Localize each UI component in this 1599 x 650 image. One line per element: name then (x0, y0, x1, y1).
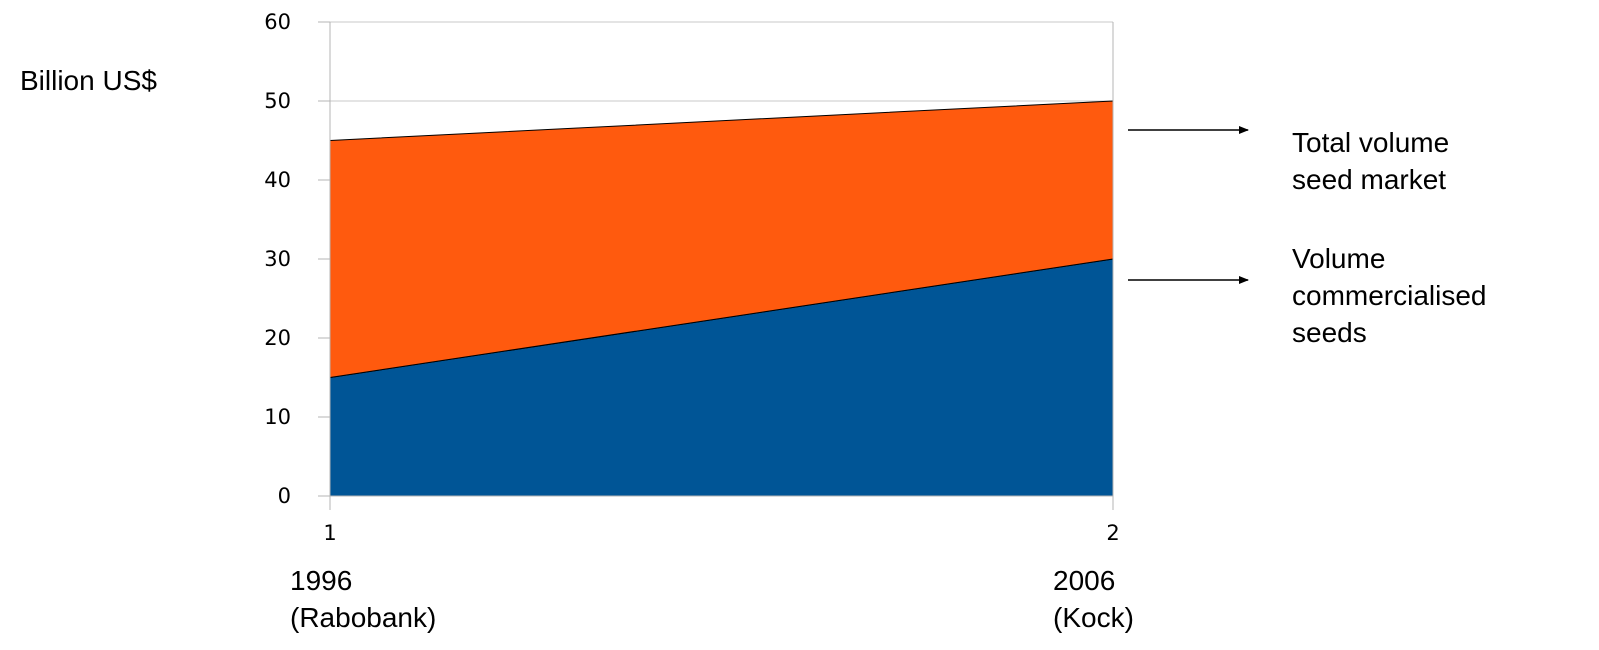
y-axis-label: Billion US$ (20, 65, 157, 96)
ytick-label-30: 30 (264, 247, 291, 271)
annotation-arrows (1128, 126, 1249, 284)
annotation-total-line-2: seed market (1292, 164, 1447, 195)
x-annotation-year-1: 1996 (290, 565, 352, 596)
ytick-label-50: 50 (264, 89, 291, 113)
ytick-label-60: 60 (264, 10, 291, 34)
y-axis-ticks: 0 10 20 30 40 50 60 (264, 10, 330, 508)
x-annotation-source-2: (Kock) (1053, 602, 1134, 633)
xtick-label-1: 1 (323, 521, 336, 545)
xtick-label-2: 2 (1106, 521, 1119, 545)
x-annotation-source-1: (Rabobank) (290, 602, 436, 633)
area-series (329, 100, 1114, 497)
annotation-commercialised-volume: Volume commercialised seeds (1292, 240, 1487, 351)
annotation-total-line-1: Total volume (1292, 127, 1450, 158)
annotation-commercialised-line-2: commercialised (1292, 280, 1487, 311)
annotation-total-volume: Total volume seed market (1292, 124, 1449, 198)
x-annotation-year-2: 2006 (1053, 565, 1115, 596)
ytick-label-0: 0 (278, 484, 291, 508)
ytick-label-20: 20 (264, 326, 291, 350)
ytick-label-10: 10 (264, 405, 291, 429)
annotation-commercialised-line-1: Volume (1292, 243, 1386, 274)
annotation-commercialised-line-3: seeds (1292, 317, 1367, 348)
ytick-label-40: 40 (264, 168, 291, 192)
